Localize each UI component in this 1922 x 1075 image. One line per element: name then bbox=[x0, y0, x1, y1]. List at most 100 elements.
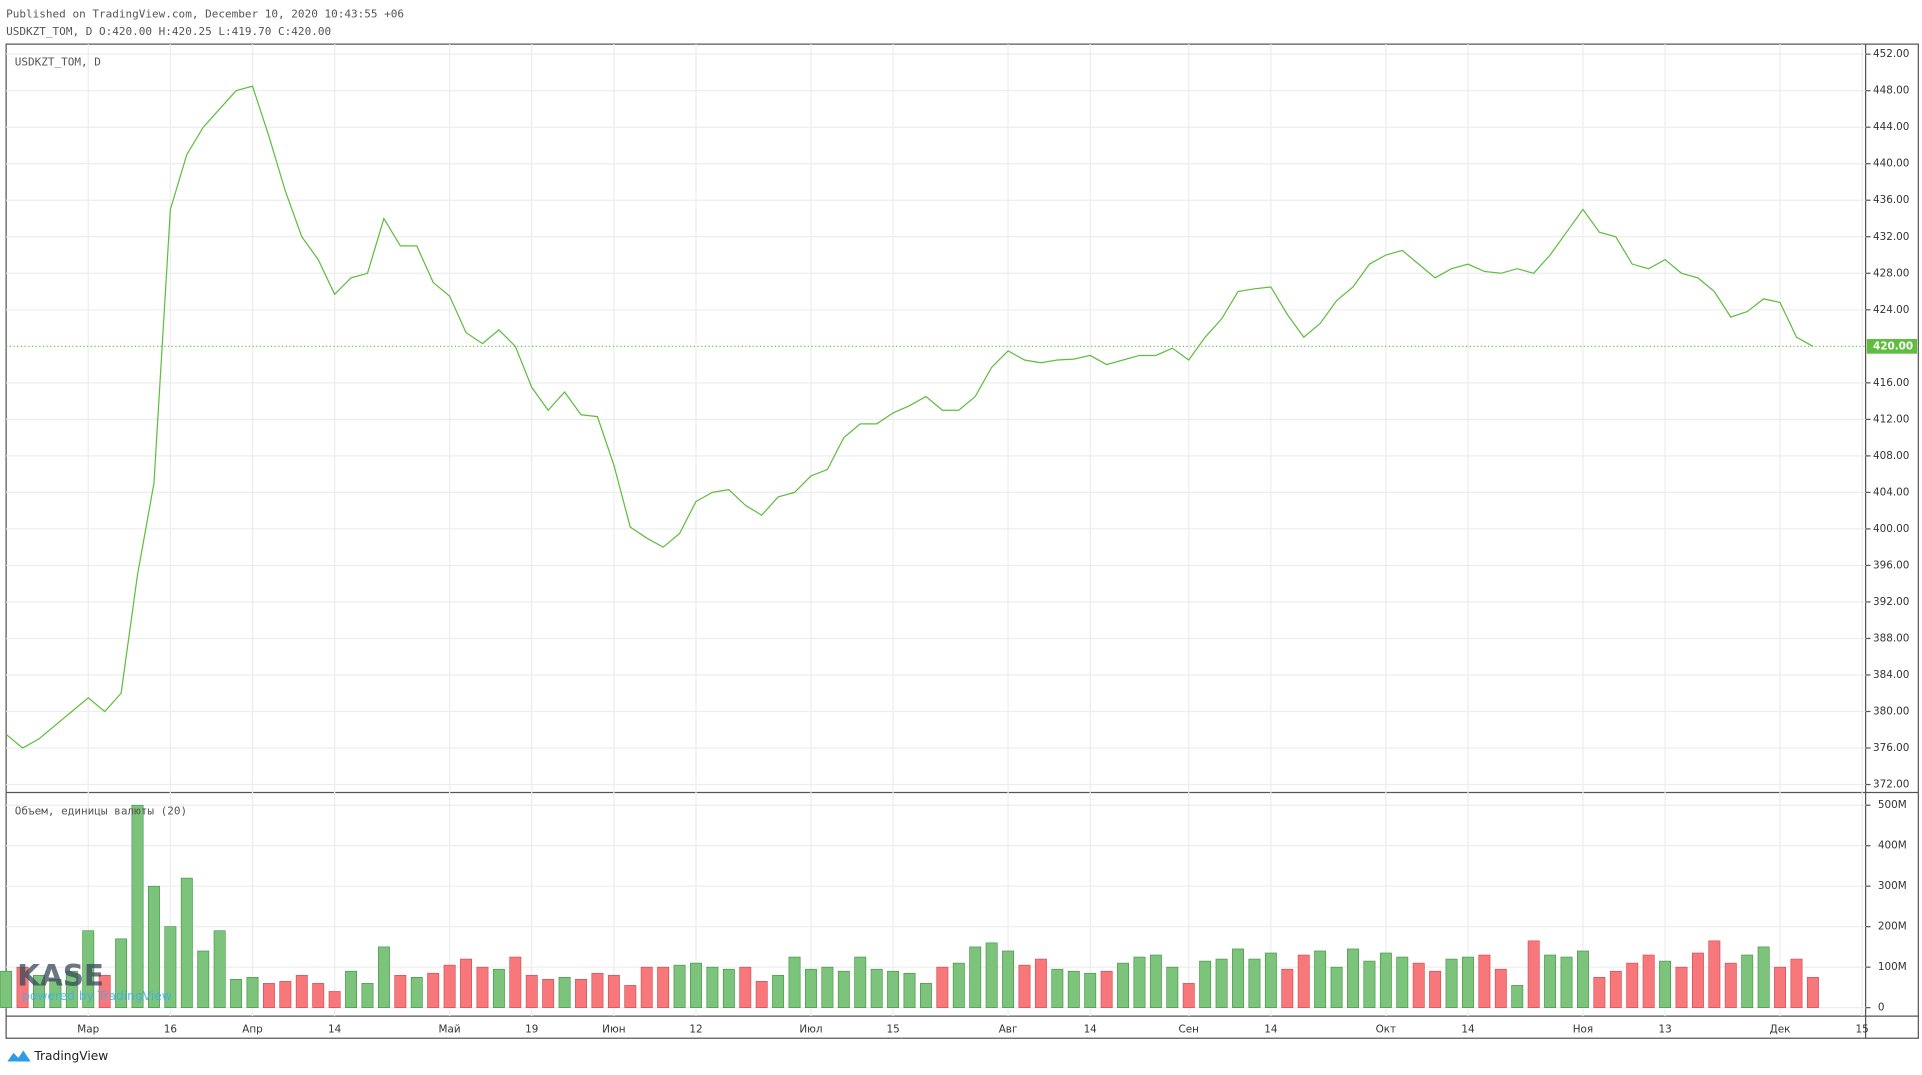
x-tick-label: 14 bbox=[1461, 1024, 1475, 1036]
volume-bar bbox=[1018, 964, 1031, 1008]
volume-bar bbox=[772, 974, 785, 1008]
x-tick-label: 12 bbox=[689, 1024, 702, 1036]
x-tick-label: 14 bbox=[1264, 1024, 1278, 1036]
volume-bar bbox=[345, 970, 358, 1008]
y-tick-label: 200M bbox=[1878, 921, 1907, 933]
y-tick-label: 500M bbox=[1878, 799, 1907, 811]
volume-bar bbox=[1067, 970, 1080, 1008]
volume-bar bbox=[1494, 968, 1507, 1008]
volume-bar bbox=[1281, 968, 1294, 1008]
volume-bar bbox=[1133, 956, 1146, 1008]
price-legend: USDKZT_TOM, D bbox=[15, 56, 101, 69]
volume-bar bbox=[213, 930, 226, 1008]
brand-icon bbox=[7, 1050, 31, 1062]
watermark-tagline: powered by TradingView bbox=[22, 989, 172, 1003]
volume-bar bbox=[1363, 960, 1376, 1008]
y-tick-label: 372.00 bbox=[1873, 779, 1909, 791]
volume-bar bbox=[1462, 956, 1474, 1008]
volume-bar bbox=[1248, 958, 1261, 1008]
volume-bar bbox=[1511, 985, 1524, 1008]
volume-bar bbox=[870, 968, 883, 1008]
published: Published on TradingView.com, December 1… bbox=[6, 8, 404, 21]
volume-bar bbox=[1199, 960, 1212, 1008]
volume-bar bbox=[1347, 948, 1359, 1008]
x-tick-label: Апр bbox=[242, 1024, 263, 1036]
y-tick-label: 408.00 bbox=[1873, 450, 1909, 462]
volume-bar bbox=[755, 981, 768, 1008]
x-tick-label: Июл bbox=[799, 1024, 822, 1036]
volume-bar bbox=[131, 804, 144, 1008]
y-tick-label: 100M bbox=[1878, 961, 1907, 973]
volume-bar bbox=[1034, 958, 1047, 1008]
volume-bar bbox=[262, 983, 275, 1008]
volume-bar bbox=[624, 985, 637, 1008]
volume-bar bbox=[525, 974, 538, 1008]
brand[interactable]: TradingView bbox=[33, 1049, 108, 1063]
y-tick-label: 0 bbox=[1878, 1002, 1885, 1014]
volume-bar bbox=[1659, 960, 1672, 1008]
volume-bar bbox=[476, 966, 489, 1008]
volume-bar bbox=[985, 942, 998, 1008]
x-tick-label: Окт bbox=[1376, 1024, 1397, 1036]
volume-bar bbox=[722, 968, 735, 1008]
volume-bar bbox=[1577, 950, 1589, 1008]
volume-bar bbox=[542, 979, 555, 1008]
volume-bar bbox=[1527, 940, 1540, 1008]
volume-bar bbox=[148, 885, 160, 1008]
y-tick-label: 376.00 bbox=[1873, 742, 1909, 754]
y-tick-label: 400.00 bbox=[1873, 523, 1909, 535]
volume-bar bbox=[65, 970, 78, 1008]
y-tick-label: 388.00 bbox=[1873, 632, 1909, 644]
volume-bar bbox=[591, 972, 604, 1008]
volume-bar bbox=[246, 976, 259, 1008]
x-tick-label: Авг bbox=[999, 1024, 1018, 1036]
volume-bar bbox=[328, 991, 341, 1008]
x-tick-label: 13 bbox=[1658, 1024, 1671, 1036]
volume-bar bbox=[690, 962, 702, 1008]
volume-bar bbox=[361, 983, 374, 1008]
volume-bar bbox=[312, 983, 325, 1008]
last-value-box bbox=[1866, 338, 1918, 354]
volume-bar bbox=[1675, 966, 1688, 1008]
x-tick-label: 15 bbox=[886, 1024, 899, 1036]
volume-bar bbox=[1330, 966, 1343, 1008]
last-value-label: 420.00 bbox=[1873, 340, 1913, 352]
volume-bar bbox=[164, 926, 177, 1008]
y-tick-label: 400M bbox=[1878, 840, 1907, 852]
volume-bar bbox=[1790, 958, 1803, 1008]
x-tick-label: Май bbox=[439, 1024, 461, 1036]
y-tick-label: 440.00 bbox=[1873, 158, 1909, 170]
y-tick-label: 300M bbox=[1878, 880, 1907, 892]
volume-bar bbox=[377, 946, 390, 1008]
volume-bar bbox=[0, 970, 13, 1008]
volume-bar bbox=[1806, 976, 1819, 1008]
volume-bar bbox=[180, 877, 193, 1008]
y-tick-label: 424.00 bbox=[1873, 304, 1909, 316]
x-tick-label: 14 bbox=[1084, 1024, 1098, 1036]
x-tick-label: 19 bbox=[525, 1024, 538, 1036]
volume-bar bbox=[1264, 952, 1277, 1008]
volume-bar bbox=[854, 956, 867, 1008]
volume-bar bbox=[492, 968, 505, 1008]
y-tick-label: 436.00 bbox=[1873, 194, 1909, 206]
volume-bar bbox=[460, 958, 472, 1008]
volume-bar bbox=[443, 964, 456, 1008]
volume-bar bbox=[1642, 954, 1655, 1008]
volume-bar bbox=[1429, 970, 1442, 1008]
volume-bar bbox=[197, 950, 210, 1008]
volume-bar bbox=[1100, 970, 1113, 1008]
y-tick-label: 452.00 bbox=[1873, 48, 1909, 60]
y-tick-label: 428.00 bbox=[1873, 267, 1909, 279]
volume-bar bbox=[1774, 966, 1787, 1008]
volume-bar bbox=[295, 974, 308, 1008]
y-tick-label: 412.00 bbox=[1873, 413, 1909, 425]
volume-bar bbox=[1478, 954, 1491, 1008]
volume-bar bbox=[1002, 950, 1015, 1008]
volume-bar bbox=[1232, 948, 1244, 1008]
y-tick-label: 384.00 bbox=[1873, 669, 1909, 681]
y-tick-label: 396.00 bbox=[1873, 559, 1909, 571]
volume-bar bbox=[1084, 972, 1097, 1008]
ohlc: USDKZT_TOM, D O:420.00 H:420.25 L:419.70… bbox=[6, 25, 331, 38]
volume-bar bbox=[657, 966, 670, 1008]
